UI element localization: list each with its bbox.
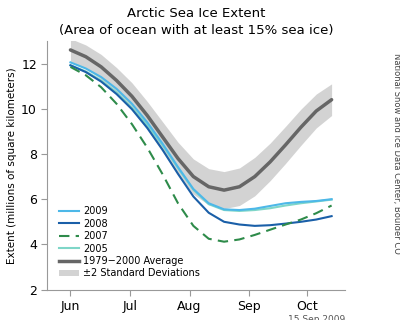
Legend: 2009, 2008, 2007, 2005, 1979−2000 Average, ±2 Standard Deviations: 2009, 2008, 2007, 2005, 1979−2000 Averag… bbox=[55, 202, 204, 282]
Text: 15 Sep 2009: 15 Sep 2009 bbox=[288, 315, 345, 320]
Title: Arctic Sea Ice Extent
(Area of ocean with at least 15% sea ice): Arctic Sea Ice Extent (Area of ocean wit… bbox=[59, 7, 334, 37]
Text: National Snow and Ice Data Center, Boulder CO: National Snow and Ice Data Center, Bould… bbox=[392, 53, 400, 254]
Y-axis label: Extent (millions of square kilometers): Extent (millions of square kilometers) bbox=[7, 67, 17, 264]
